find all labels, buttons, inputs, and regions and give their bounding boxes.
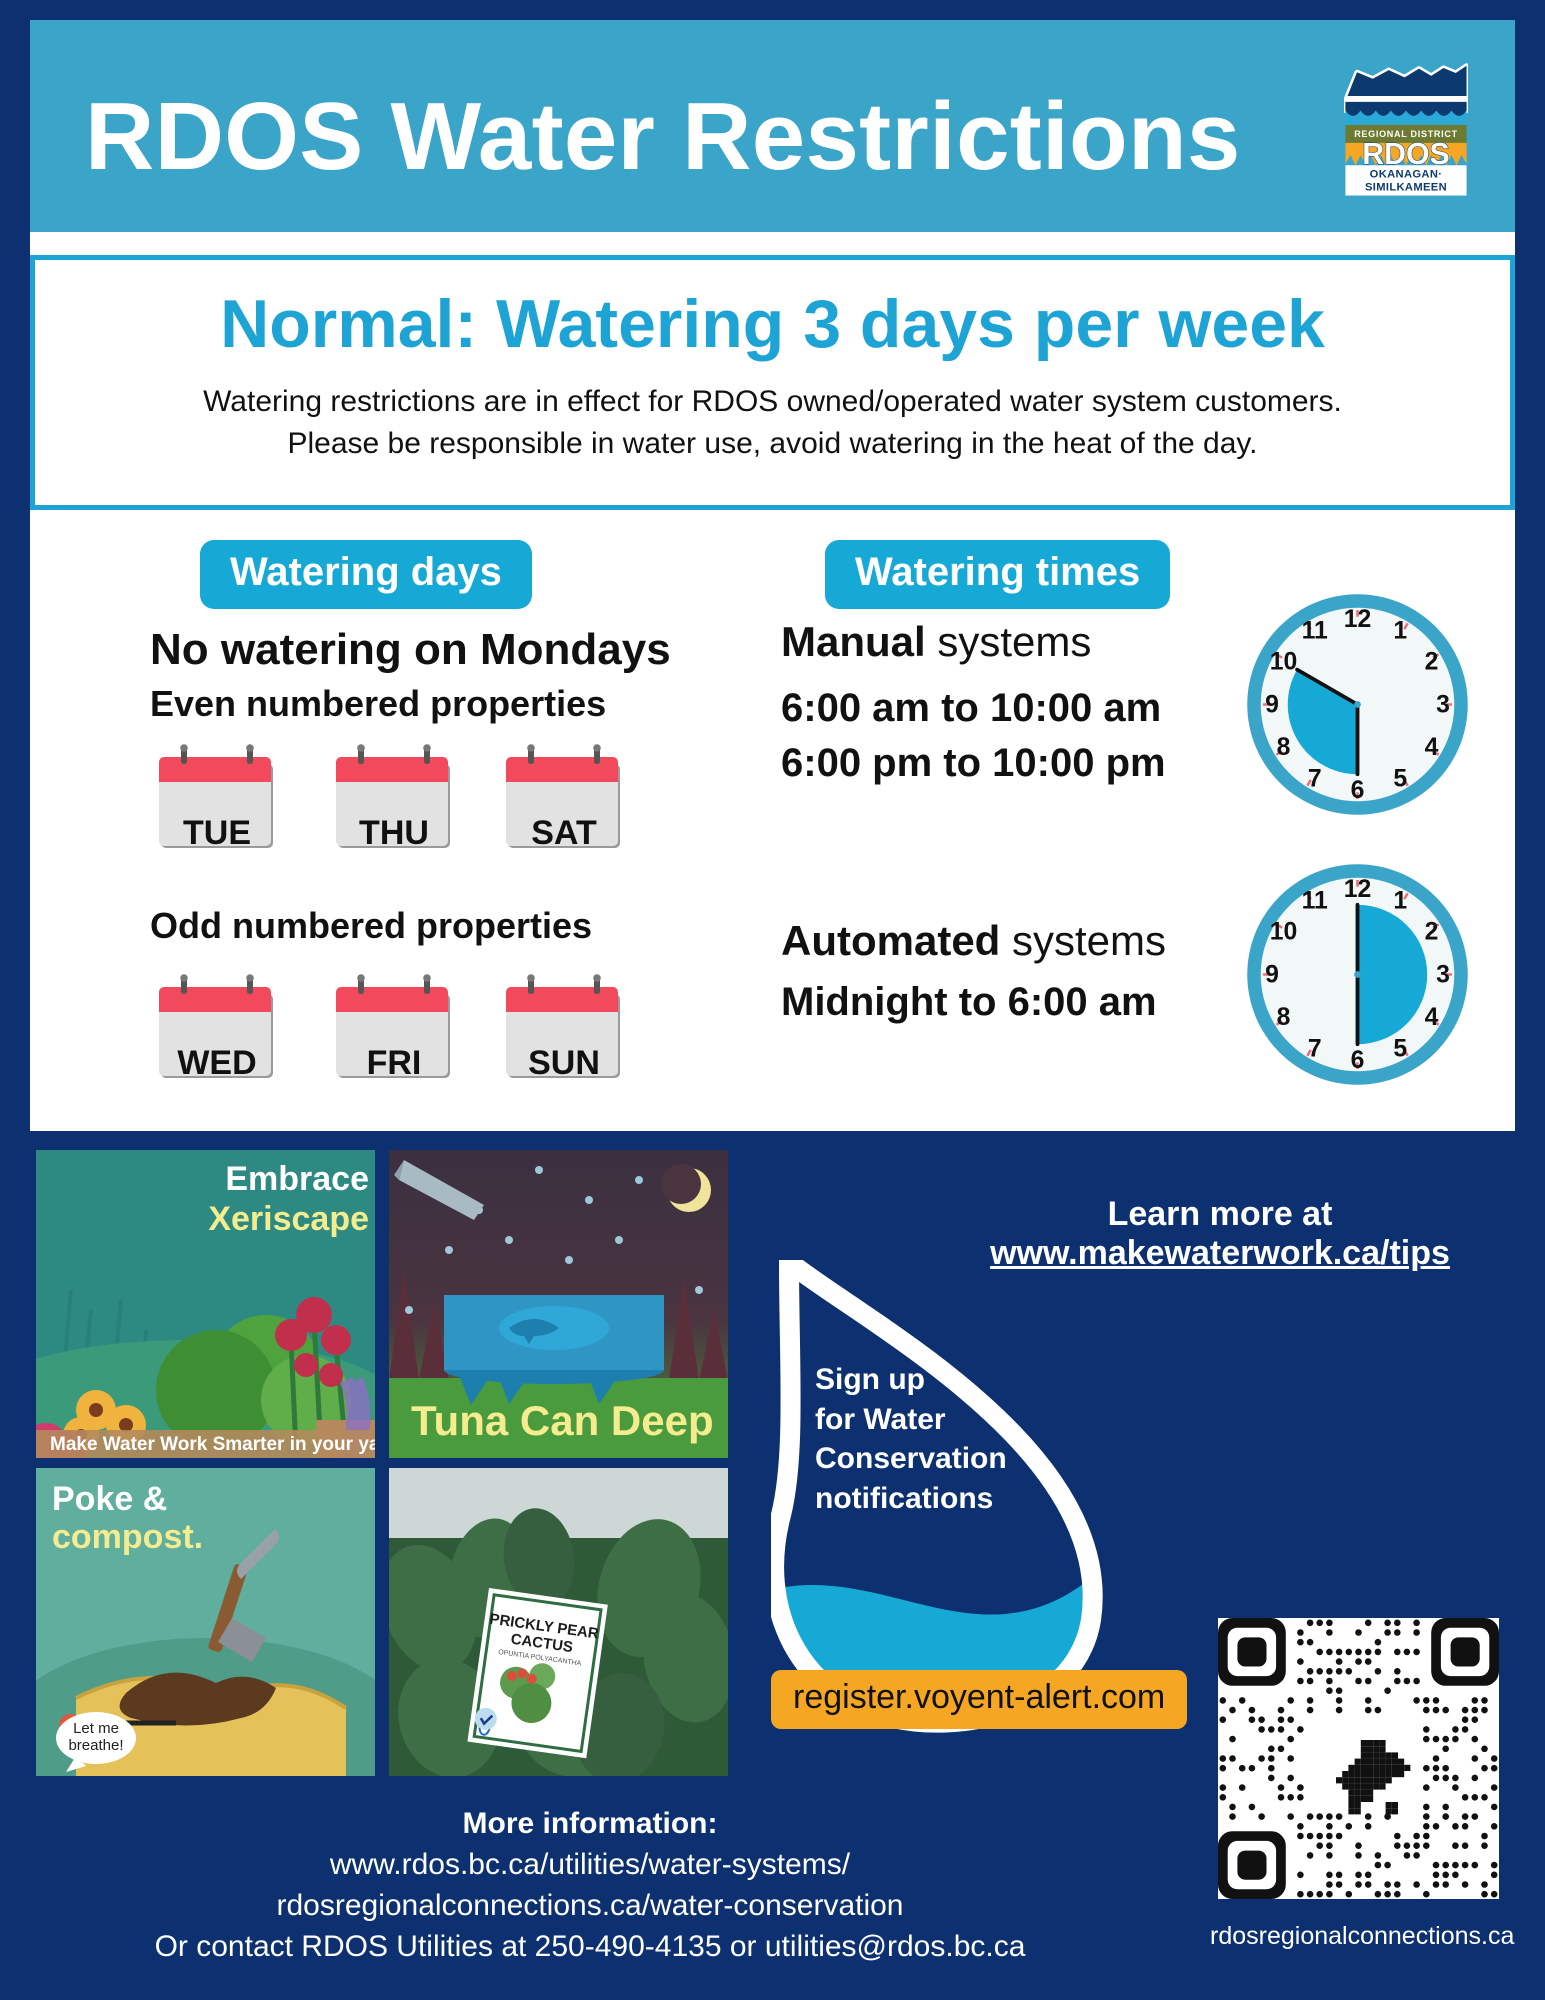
svg-text:Let me: Let me — [73, 1720, 119, 1737]
svg-text:OKANAGAN·: OKANAGAN· — [1370, 169, 1443, 181]
svg-text:Poke &: Poke & — [52, 1480, 167, 1518]
svg-text:Make Water Work Smarter in you: Make Water Work Smarter in your yard — [50, 1434, 375, 1455]
svg-text:SIMILKAMEEN: SIMILKAMEEN — [1365, 182, 1447, 194]
svg-text:WED: WED — [177, 1044, 256, 1082]
svg-text:TUE: TUE — [183, 814, 251, 852]
svg-text:SUN: SUN — [528, 1044, 600, 1082]
svg-text:breathe!: breathe! — [68, 1737, 123, 1754]
svg-text:Embrace: Embrace — [225, 1160, 369, 1198]
svg-text:SAT: SAT — [531, 814, 597, 852]
svg-text:THU: THU — [359, 814, 429, 852]
svg-text:Tuna Can Deep: Tuna Can Deep — [411, 1397, 714, 1444]
svg-text:Xeriscape: Xeriscape — [208, 1200, 369, 1238]
svg-text:compost.: compost. — [52, 1518, 203, 1556]
svg-text:FRI: FRI — [367, 1044, 422, 1082]
